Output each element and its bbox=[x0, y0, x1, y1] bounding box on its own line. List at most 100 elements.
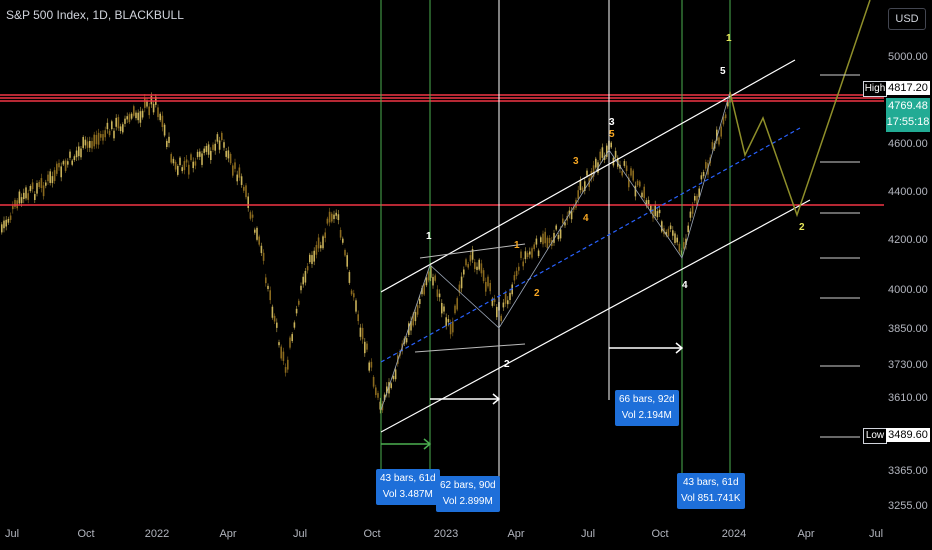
candle-body bbox=[425, 277, 428, 286]
candle-body bbox=[599, 151, 601, 161]
candle-body bbox=[546, 237, 549, 249]
bar-volume-text: Vol 851.741K bbox=[681, 493, 741, 504]
candle-body bbox=[40, 178, 43, 189]
channel-lower bbox=[380, 199, 811, 433]
candle-body bbox=[652, 209, 654, 219]
candle-body bbox=[335, 212, 337, 216]
candle-body bbox=[91, 141, 93, 149]
bar-count-box-2[interactable]: 62 bars, 90d Vol 2.899M bbox=[436, 476, 500, 512]
candle-body bbox=[555, 225, 557, 230]
candle-body bbox=[456, 298, 458, 310]
candle-body bbox=[29, 185, 32, 192]
low-label: Low bbox=[863, 428, 887, 444]
bar-count-text: 43 bars, 61d bbox=[380, 473, 436, 484]
candle-body bbox=[185, 159, 188, 163]
candle-body bbox=[75, 150, 78, 158]
bar-count-box-1[interactable]: 43 bars, 61d Vol 3.487M bbox=[376, 469, 440, 505]
level-ticks bbox=[820, 74, 860, 438]
candle-body bbox=[289, 337, 291, 348]
candle-body bbox=[36, 183, 38, 194]
x-label: Jul bbox=[868, 528, 884, 540]
candle-body bbox=[7, 218, 10, 223]
candle-body bbox=[467, 264, 469, 268]
candle-body bbox=[724, 114, 727, 119]
y-label: 3255.00 bbox=[888, 500, 928, 512]
candle-body bbox=[705, 162, 707, 169]
candle-body bbox=[579, 179, 582, 191]
candle-body bbox=[179, 157, 181, 166]
candle-body bbox=[311, 255, 313, 264]
candle-body bbox=[315, 244, 318, 255]
candle-body bbox=[192, 161, 194, 169]
candle-body bbox=[102, 134, 104, 141]
candle-body bbox=[601, 147, 604, 158]
candle-body bbox=[58, 162, 60, 168]
candle-body bbox=[632, 170, 634, 181]
candle-body bbox=[309, 254, 311, 263]
currency-button[interactable]: USD bbox=[888, 8, 926, 30]
candle-body bbox=[727, 102, 729, 107]
candle-body bbox=[581, 187, 584, 193]
x-label: 2022 bbox=[144, 528, 170, 540]
candle-body bbox=[73, 156, 76, 161]
candle-body bbox=[414, 312, 417, 322]
candle-body bbox=[265, 277, 267, 284]
candle-body bbox=[62, 161, 65, 165]
candle-body bbox=[245, 185, 247, 198]
bar-volume-text: Vol 2.899M bbox=[442, 496, 493, 507]
candle-body bbox=[687, 225, 689, 233]
candle-body bbox=[515, 270, 518, 276]
candle-body bbox=[531, 248, 533, 258]
wave-label: 1 bbox=[426, 231, 432, 242]
candle-body bbox=[672, 230, 674, 236]
candle-body bbox=[667, 228, 670, 237]
y-label: 4000.00 bbox=[888, 284, 928, 296]
candle-body bbox=[280, 346, 282, 359]
candle-body bbox=[137, 112, 139, 121]
candle-body bbox=[152, 103, 155, 113]
candle-body bbox=[623, 161, 626, 166]
candle-body bbox=[496, 306, 498, 318]
candle-body bbox=[295, 308, 298, 314]
candle-body bbox=[482, 270, 485, 282]
candle-body bbox=[669, 225, 672, 230]
wave-label: 2 bbox=[504, 359, 510, 370]
candle-body bbox=[625, 165, 628, 172]
candle-body bbox=[282, 351, 285, 361]
candle-body bbox=[372, 376, 375, 387]
candle-body bbox=[361, 327, 364, 340]
candle-body bbox=[119, 126, 122, 132]
candle-body bbox=[507, 300, 509, 305]
candle-body bbox=[218, 140, 221, 150]
candle-body bbox=[80, 148, 82, 158]
candle-body bbox=[676, 237, 678, 243]
candle-body bbox=[14, 199, 16, 207]
candle-body bbox=[201, 153, 203, 165]
candle-body bbox=[502, 302, 505, 308]
y-label: 3730.00 bbox=[888, 359, 928, 371]
candle-body bbox=[379, 401, 381, 410]
candle-body bbox=[377, 393, 379, 398]
candle-body bbox=[434, 275, 436, 281]
candle-body bbox=[199, 151, 201, 157]
candle-body bbox=[5, 219, 7, 227]
candle-body bbox=[324, 232, 326, 238]
candle-body bbox=[344, 250, 346, 256]
candle-body bbox=[71, 160, 73, 165]
candle-body bbox=[251, 214, 254, 218]
candle-body bbox=[124, 118, 126, 124]
x-label: Oct bbox=[651, 528, 669, 540]
candle-body bbox=[419, 298, 421, 304]
candle-body bbox=[117, 117, 120, 129]
candle-body bbox=[465, 259, 467, 266]
candle-body bbox=[674, 233, 676, 243]
candle-body bbox=[93, 134, 95, 147]
y-label: 3850.00 bbox=[888, 323, 928, 335]
bar-count-box-3[interactable]: 66 bars, 92d Vol 2.194M bbox=[615, 390, 679, 426]
high-value: 4817.20 bbox=[886, 81, 930, 95]
candle-body bbox=[430, 266, 432, 278]
candle-body bbox=[650, 205, 652, 213]
bar-count-box-4[interactable]: 43 bars, 61d Vol 851.741K bbox=[677, 473, 745, 509]
candle-body bbox=[700, 175, 703, 180]
